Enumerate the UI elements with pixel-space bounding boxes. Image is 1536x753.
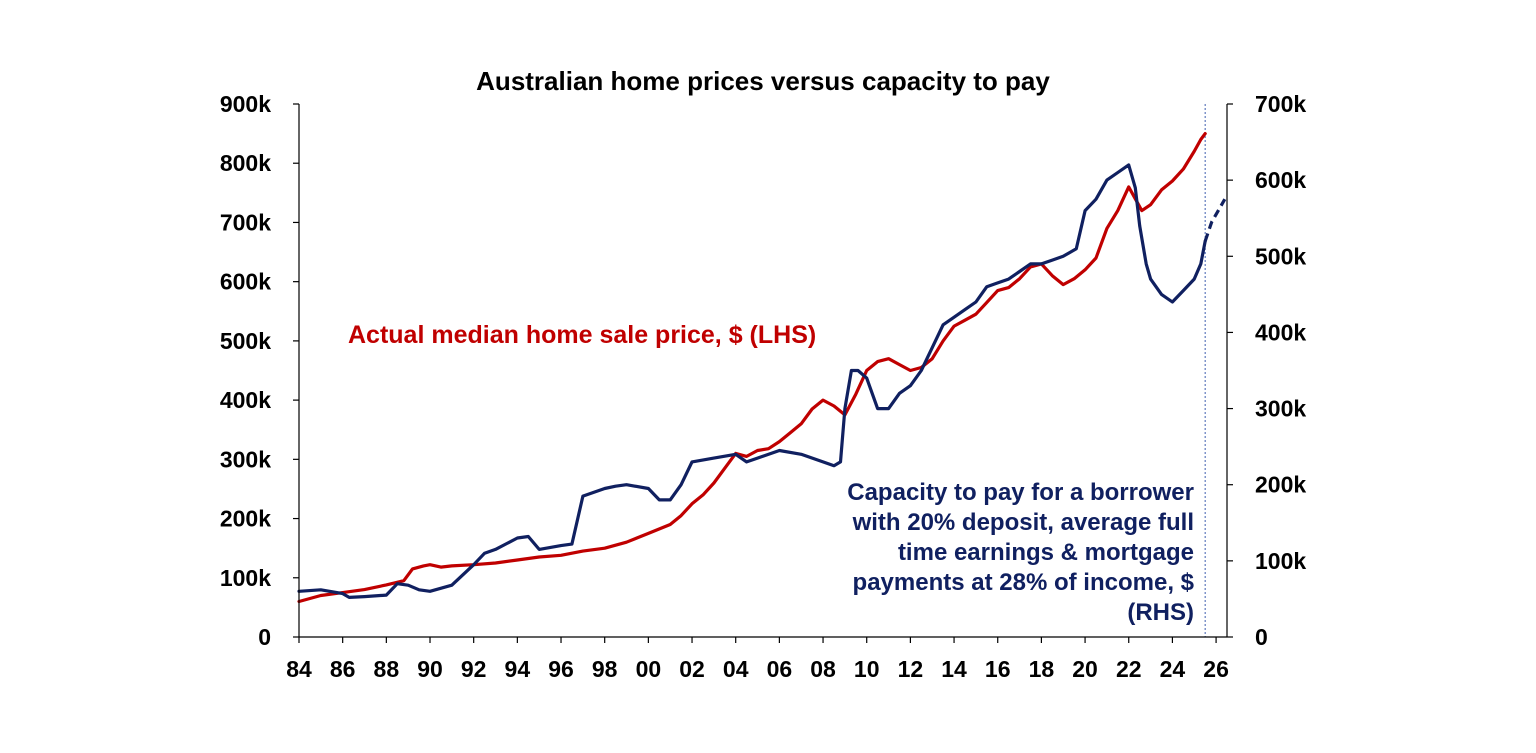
right-tick-label: 0 [1255, 624, 1268, 650]
x-tick-label: 00 [636, 656, 662, 682]
x-tick-label: 02 [679, 656, 705, 682]
x-tick-label: 22 [1116, 656, 1142, 682]
right-tick-label: 400k [1255, 319, 1306, 345]
capacity-annotation-line: (RHS) [1127, 599, 1194, 626]
capacity-annotation-line: Capacity to pay for a borrower [847, 479, 1194, 506]
plot-area [297, 104, 1227, 637]
x-tick-label: 94 [505, 656, 531, 682]
x-tick-label: 10 [854, 656, 880, 682]
x-tick-label: 12 [898, 656, 924, 682]
price-series-annotation: Actual median home sale price, $ (LHS) [348, 321, 816, 349]
capacity-annotation-line: time earnings & mortgage [898, 539, 1194, 566]
x-tick-label: 04 [723, 656, 749, 682]
right-axis: 0 100k 200k 300k 400k 500k 600k 700k [1227, 91, 1306, 650]
right-tick-label: 500k [1255, 243, 1306, 269]
capacity-annotation-line: with 20% deposit, average full [852, 509, 1194, 536]
right-tick-label: 600k [1255, 167, 1306, 193]
x-tick-label: 06 [767, 656, 793, 682]
left-tick-label: 300k [220, 446, 271, 472]
left-tick-label: 400k [220, 387, 271, 413]
x-tick-label: 20 [1072, 656, 1098, 682]
x-tick-label: 90 [417, 656, 443, 682]
right-tick-label: 100k [1255, 548, 1306, 574]
x-tick-label: 86 [330, 656, 356, 682]
capacity-series-annotation: Capacity to pay for a borrower with 20% d… [847, 479, 1194, 626]
x-tick-label: 14 [941, 656, 967, 682]
x-tick-label: 92 [461, 656, 487, 682]
series-line-1 [297, 163, 1207, 600]
capacity-annotation-line: payments at 28% of income, $ [853, 569, 1195, 596]
left-tick-label: 200k [220, 506, 271, 532]
chart-title: Australian home prices versus capacity t… [476, 66, 1050, 96]
right-tick-label: 700k [1255, 91, 1306, 117]
x-tick-label: 96 [548, 656, 574, 682]
series-line-2 [1203, 198, 1227, 242]
x-tick-label: 84 [286, 656, 312, 682]
left-tick-label: 700k [220, 209, 271, 235]
x-axis: 84 86 88 90 92 94 96 98 00 02 04 06 08 10 12 14 16 18 20 22… [286, 637, 1229, 682]
left-tick-label: 800k [220, 150, 271, 176]
left-tick-label: 0 [258, 624, 271, 650]
x-tick-label: 18 [1029, 656, 1055, 682]
x-tick-label: 24 [1160, 656, 1186, 682]
axes [298, 104, 1228, 638]
left-tick-label: 600k [220, 269, 271, 295]
x-tick-label: 88 [374, 656, 400, 682]
series-line-0 [297, 132, 1207, 604]
x-tick-label: 26 [1203, 656, 1229, 682]
x-tick-label: 98 [592, 656, 618, 682]
right-tick-label: 300k [1255, 396, 1306, 422]
right-tick-label: 200k [1255, 472, 1306, 498]
left-tick-label: 100k [220, 565, 271, 591]
left-tick-label: 500k [220, 328, 271, 354]
x-tick-label: 08 [810, 656, 836, 682]
x-tick-label: 16 [985, 656, 1011, 682]
left-tick-label: 900k [220, 91, 271, 117]
left-axis: 0 100k 200k 300k 400k 500k 600k 700k 800k 900k [220, 91, 299, 650]
